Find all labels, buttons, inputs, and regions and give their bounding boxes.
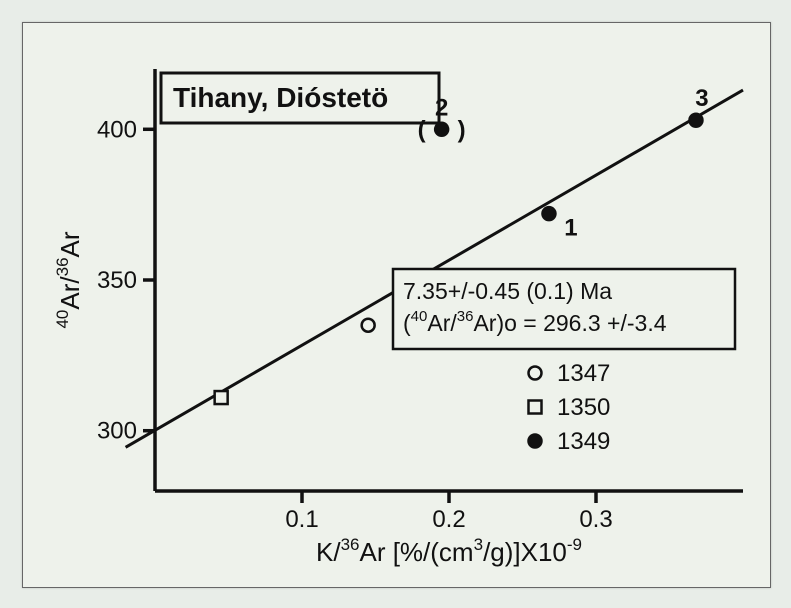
svg-text:0.3: 0.3 (579, 506, 612, 533)
svg-text:400: 400 (97, 116, 137, 143)
svg-text:300: 300 (97, 418, 137, 445)
svg-text:): ) (458, 116, 466, 143)
legend-item: 1347 (529, 360, 611, 387)
data-point (362, 319, 375, 332)
svg-text:350: 350 (97, 267, 137, 294)
svg-text:1: 1 (564, 215, 577, 242)
isochron-chart: 0.1 0.2 0.3 300 350 400 Tihany, Dióstetö () 2 1 3 7… (23, 23, 770, 587)
chart-frame: 0.1 0.2 0.3 300 350 400 Tihany, Dióstetö () 2 1 3 7… (22, 22, 771, 588)
svg-text:2: 2 (435, 94, 448, 121)
legend-label: 1349 (557, 428, 610, 455)
data-point: 3 (689, 85, 708, 127)
legend-item: 1349 (529, 428, 611, 455)
chart-title: Tihany, Dióstetö (173, 82, 388, 113)
info-line-2: (40Ar/36Ar)o = 296.3 +/-3.4 (403, 308, 667, 336)
data-point (215, 391, 228, 404)
info-line-1: 7.35+/-0.45 (0.1) Ma (403, 278, 612, 304)
legend-item: 1350 (529, 394, 611, 421)
svg-text:3: 3 (695, 85, 708, 112)
legend-label: 1347 (557, 360, 610, 387)
x-axis-label: K/36Ar [%/(cm3/g)]X10-9 (316, 535, 582, 567)
svg-text:0.2: 0.2 (432, 506, 465, 533)
svg-text:(: ( (418, 116, 426, 143)
svg-text:0.1: 0.1 (285, 506, 318, 533)
y-axis-label: 40Ar/36Ar (53, 231, 85, 328)
legend-label: 1350 (557, 394, 610, 421)
data-point: 1 (542, 207, 577, 242)
